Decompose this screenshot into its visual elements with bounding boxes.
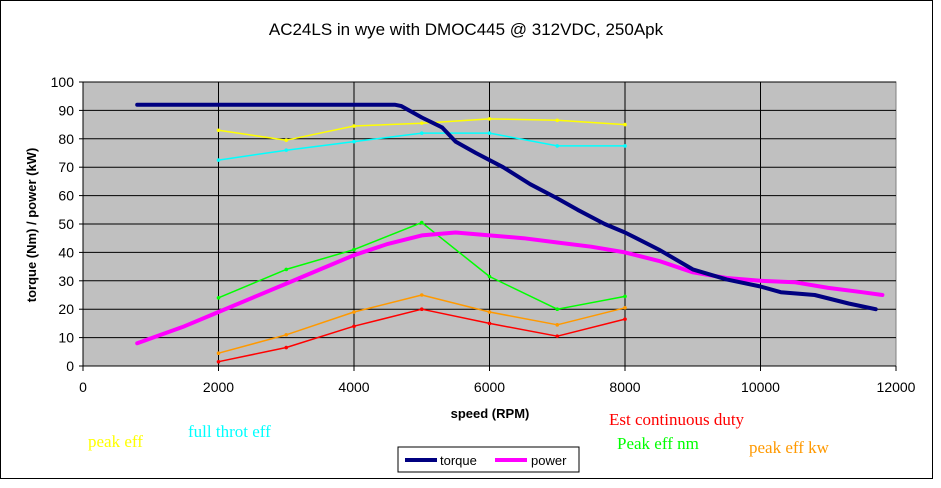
annotation-full-throt-eff: full throt eff xyxy=(188,422,271,441)
legend-label-torque: torque xyxy=(440,453,477,468)
data-point-est-continuous-duty xyxy=(216,359,221,364)
chart-title: AC24LS in wye with DMOC445 @ 312VDC, 250… xyxy=(269,20,664,39)
x-tick-label: 0 xyxy=(79,379,87,395)
data-point-peak-eff xyxy=(419,121,424,125)
annotation-peak-eff-kw: peak eff kw xyxy=(749,438,830,457)
series-line-torque xyxy=(135,102,878,312)
data-point-peak-eff xyxy=(216,128,221,133)
y-tick-label: 40 xyxy=(58,244,74,260)
y-tick-label: 70 xyxy=(58,159,74,175)
data-point-peak-eff-kw xyxy=(352,310,356,314)
data-point-peak-eff-nm xyxy=(216,296,221,300)
data-point-peak-eff-kw xyxy=(623,305,627,310)
data-point-est-continuous-duty xyxy=(555,334,560,338)
y-tick-label: 30 xyxy=(58,273,74,289)
data-point-peak-eff-nm xyxy=(555,307,560,312)
data-point-peak-eff xyxy=(487,117,492,121)
data-point-full-throt-eff xyxy=(284,148,289,152)
data-point-full-throt-eff xyxy=(216,158,221,162)
data-point-peak-eff-kw xyxy=(487,310,492,314)
x-tick-label: 12000 xyxy=(877,379,916,395)
legend-label-power: power xyxy=(531,453,567,468)
axes: 0 10 20 30 40 50 60 70 80 90 100 0 2000 4000 6000 8000 1… xyxy=(51,74,916,395)
data-point-est-continuous-duty xyxy=(419,307,424,312)
y-tick-label: 60 xyxy=(58,188,74,204)
data-point-peak-eff xyxy=(352,124,356,128)
y-axis-label: torque (Nm) / power (kW) xyxy=(24,148,39,303)
data-point-peak-eff-nm xyxy=(623,294,627,299)
series-lines xyxy=(135,102,885,364)
y-tick-label: 100 xyxy=(51,74,75,90)
y-tick-label: 10 xyxy=(58,330,74,346)
data-point-peak-eff-nm xyxy=(487,274,492,279)
data-point-full-throt-eff xyxy=(352,139,356,144)
x-tick-label: 2000 xyxy=(203,379,234,395)
data-point-peak-eff-nm xyxy=(352,247,356,252)
data-point-peak-eff-kw xyxy=(419,293,424,297)
data-point-peak-eff xyxy=(623,122,627,127)
legend: torque power xyxy=(397,446,580,473)
data-point-full-throt-eff xyxy=(419,131,424,135)
data-point-peak-eff xyxy=(284,138,289,143)
data-point-full-throt-eff xyxy=(487,131,492,135)
annotation-est-continuous-duty: Est continuous duty xyxy=(609,410,745,429)
y-tick-label: 50 xyxy=(58,216,74,232)
data-point-peak-eff-nm xyxy=(419,220,424,225)
data-point-full-throt-eff xyxy=(623,144,627,148)
data-point-full-throt-eff xyxy=(555,144,560,148)
data-point-peak-eff-kw xyxy=(284,332,289,337)
data-point-peak-eff xyxy=(555,118,560,123)
x-tick-label: 8000 xyxy=(609,379,640,395)
y-tick-label: 0 xyxy=(66,358,74,374)
y-tick-label: 80 xyxy=(58,131,74,147)
data-point-peak-eff-kw xyxy=(216,351,221,356)
series-line-power xyxy=(135,230,885,346)
data-point-peak-eff-kw xyxy=(555,323,560,327)
y-tick-label: 90 xyxy=(58,102,74,118)
annotation-peak-eff-nm: Peak eff nm xyxy=(617,434,699,453)
data-point-est-continuous-duty xyxy=(284,345,289,350)
x-axis-label: speed (RPM) xyxy=(451,406,530,421)
y-tick-label: 20 xyxy=(58,301,74,317)
data-point-est-continuous-duty xyxy=(487,321,492,326)
x-tick-label: 6000 xyxy=(474,379,505,395)
data-point-est-continuous-duty xyxy=(352,324,356,329)
annotation-peak-eff: peak eff xyxy=(88,432,143,451)
data-point-est-continuous-duty xyxy=(623,317,627,321)
x-tick-label: 4000 xyxy=(338,379,369,395)
x-tick-label: 10000 xyxy=(741,379,780,395)
data-point-peak-eff-nm xyxy=(284,267,289,272)
